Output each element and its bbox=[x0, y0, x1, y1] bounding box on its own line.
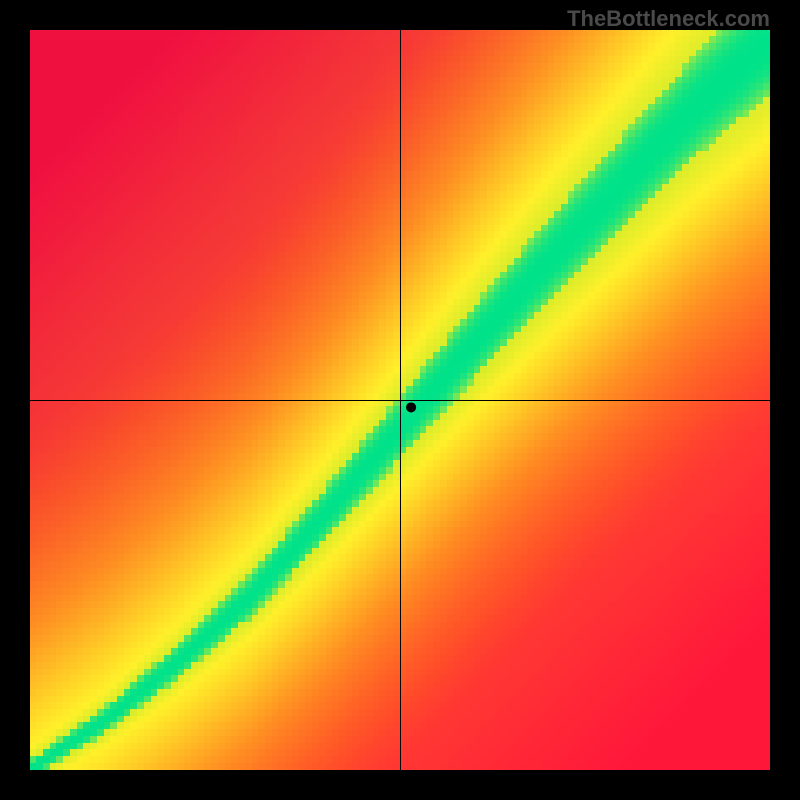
chart-container: TheBottleneck.com bbox=[0, 0, 800, 800]
watermark-text: TheBottleneck.com bbox=[567, 6, 770, 32]
bottleneck-heatmap bbox=[30, 30, 770, 770]
